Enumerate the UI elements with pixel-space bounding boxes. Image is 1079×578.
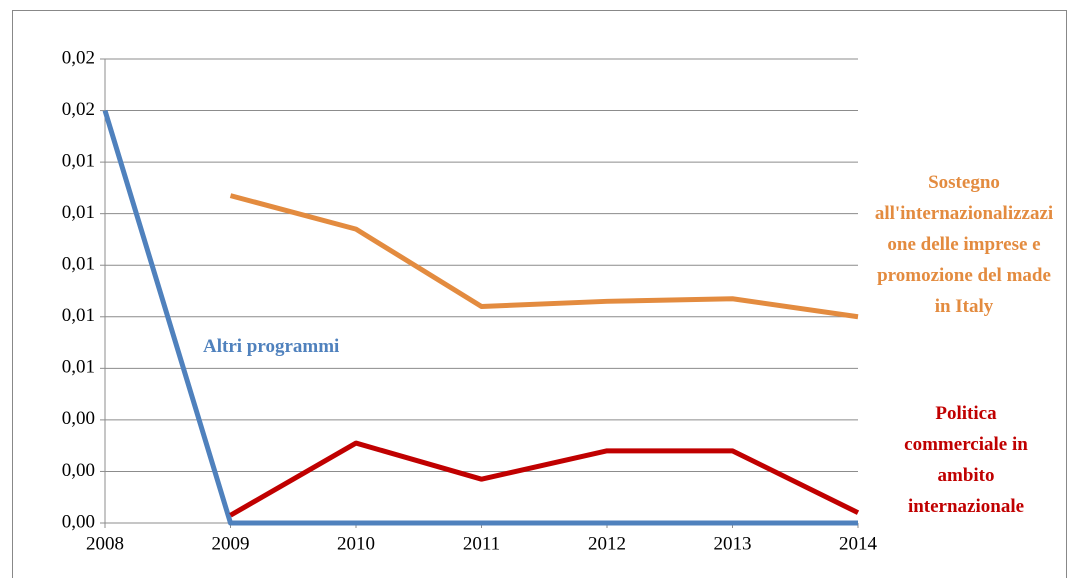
series-line (102, 109, 858, 526)
y-tick-label: 0,00 (62, 511, 95, 532)
y-tick-label: 0,01 (62, 150, 95, 171)
series-line (229, 193, 859, 320)
series-label: Politica commerciale in ambito internazi… (904, 403, 1028, 517)
y-tick-label: 0,00 (62, 408, 95, 429)
series-label: Sostegno all'internazionalizzazione dell… (874, 172, 1054, 317)
y-tick-label: 0,00 (62, 460, 95, 481)
y-tick-label: 0,01 (62, 357, 95, 378)
y-tick-label: 0,01 (62, 254, 95, 275)
series-line (229, 440, 860, 518)
series-label: Altri programmi (203, 336, 340, 357)
x-tick-label: 2011 (463, 533, 500, 554)
y-tick-label: 0,02 (62, 47, 95, 68)
x-tick-label: 2009 (212, 533, 250, 554)
x-tick-label: 2010 (337, 533, 375, 554)
x-tick-label: 2008 (86, 533, 124, 554)
x-tick-label: 2014 (839, 533, 878, 554)
x-tick-label: 2012 (588, 533, 626, 554)
x-tick-label: 2013 (714, 533, 752, 554)
chart-border (12, 10, 1067, 578)
y-tick-label: 0,02 (62, 99, 95, 120)
y-tick-label: 0,01 (62, 202, 95, 223)
y-tick-label: 0,01 (62, 305, 95, 326)
